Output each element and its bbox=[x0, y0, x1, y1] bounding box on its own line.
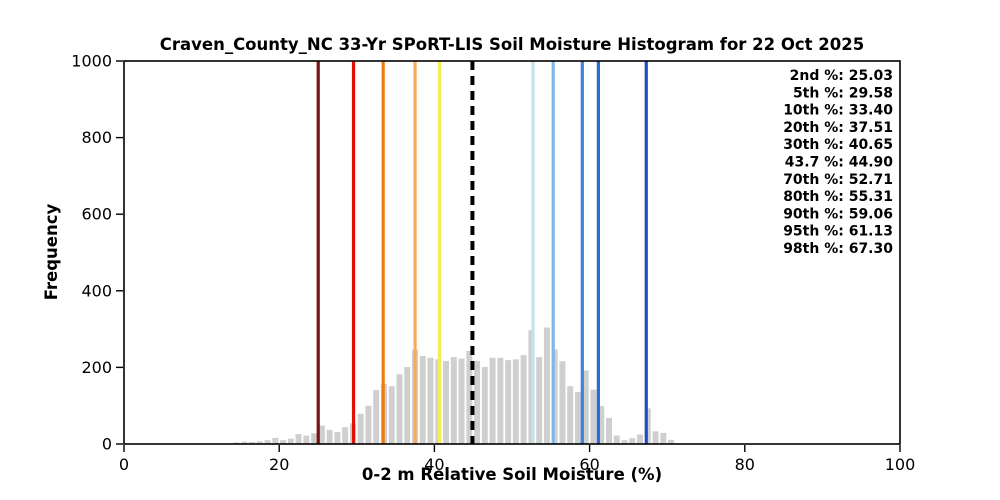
x-axis-label: 0-2 m Relative Soil Moisture (%) bbox=[362, 465, 662, 484]
histogram-bar bbox=[590, 389, 597, 444]
histogram-bar bbox=[621, 440, 628, 444]
legend-entry-30th: 30th %: 40.65 bbox=[783, 137, 893, 153]
histogram-bar bbox=[481, 367, 488, 444]
histogram-bar bbox=[357, 413, 364, 444]
histogram-bar bbox=[520, 355, 527, 444]
histogram-bar bbox=[613, 435, 620, 444]
histogram-bar bbox=[598, 406, 605, 444]
y-axis-label: Frequency bbox=[42, 203, 61, 300]
histogram-bar bbox=[388, 386, 395, 444]
histogram-bar bbox=[536, 357, 543, 444]
histogram-bar bbox=[287, 438, 294, 444]
histogram-bar bbox=[373, 390, 380, 444]
legend-entry-90th: 90th %: 59.06 bbox=[783, 206, 893, 222]
histogram-bar bbox=[334, 432, 341, 444]
percentile-lines bbox=[316, 61, 648, 444]
y-tick-label: 1000 bbox=[71, 52, 112, 71]
histogram-bar bbox=[419, 355, 426, 444]
y-tick-label: 800 bbox=[81, 128, 112, 147]
axes-frame bbox=[123, 60, 901, 445]
histogram-bar bbox=[264, 440, 271, 444]
histogram-bar bbox=[303, 435, 310, 444]
histogram-bar bbox=[427, 357, 434, 444]
histogram-bar bbox=[318, 425, 325, 444]
histogram-bar bbox=[574, 391, 581, 444]
histogram-bar bbox=[311, 433, 318, 444]
legend-entry-43.7: 43.7 %: 44.90 bbox=[785, 155, 893, 171]
x-tick-label: 40 bbox=[424, 455, 444, 474]
legend-entry-5th: 5th %: 29.58 bbox=[793, 85, 893, 101]
histogram-bar bbox=[567, 386, 574, 444]
legend-entry-20th: 20th %: 37.51 bbox=[783, 120, 893, 136]
y-tick-label: 400 bbox=[81, 281, 112, 300]
legend-entry-98th: 98th %: 67.30 bbox=[783, 241, 893, 257]
histogram-bar bbox=[559, 361, 566, 444]
histogram-bar bbox=[606, 417, 612, 444]
legend-entry-70th: 70th %: 52.71 bbox=[783, 172, 893, 188]
histogram-bars bbox=[233, 327, 675, 444]
legend-entry-95th: 95th %: 61.13 bbox=[783, 224, 893, 240]
histogram-bar bbox=[505, 360, 512, 444]
histogram-bar bbox=[295, 434, 302, 444]
y-tick-label: 200 bbox=[81, 358, 112, 377]
histogram-bar bbox=[512, 359, 519, 444]
histogram-bar bbox=[396, 374, 403, 444]
legend-entry-2nd: 2nd %: 25.03 bbox=[790, 68, 893, 84]
histogram-bar bbox=[489, 357, 496, 444]
legend-entry-80th: 80th %: 55.31 bbox=[783, 189, 893, 205]
histogram-bar bbox=[528, 330, 535, 444]
histogram-bar bbox=[474, 360, 481, 444]
x-tick-label: 100 bbox=[885, 455, 916, 474]
histogram-bar bbox=[652, 431, 659, 444]
y-tick-label: 600 bbox=[81, 205, 112, 224]
histogram-bar bbox=[668, 439, 675, 444]
x-tick-label: 0 bbox=[119, 455, 129, 474]
histogram-bar bbox=[543, 327, 550, 444]
plot-border bbox=[123, 60, 901, 445]
histogram-bar bbox=[497, 357, 504, 444]
x-axis-ticks: 0 20 40 60 80 100 bbox=[119, 445, 915, 474]
histogram-bar bbox=[466, 350, 473, 444]
histogram-bar bbox=[280, 440, 287, 444]
histogram-bar bbox=[637, 434, 644, 444]
histogram-bar bbox=[326, 429, 333, 444]
x-tick-label: 20 bbox=[269, 455, 289, 474]
legend-entry-10th: 10th %: 33.40 bbox=[783, 103, 893, 119]
histogram-bar bbox=[450, 357, 457, 444]
histogram-bar bbox=[443, 360, 450, 444]
x-tick-label: 60 bbox=[579, 455, 599, 474]
histogram-bar bbox=[249, 442, 256, 444]
histogram-bar bbox=[342, 427, 349, 444]
histogram-bar bbox=[582, 370, 589, 444]
histogram-bar bbox=[458, 358, 465, 444]
x-tick-label: 80 bbox=[735, 455, 755, 474]
histogram-bar bbox=[241, 441, 248, 444]
histogram-bar bbox=[256, 441, 263, 444]
chart-title: Craven_County_NC 33-Yr SPoRT-LIS Soil Mo… bbox=[160, 35, 864, 54]
y-axis-ticks: 0 200 400 600 800 1000 bbox=[71, 52, 123, 454]
y-tick-label: 0 bbox=[102, 435, 112, 454]
histogram-bar bbox=[629, 438, 636, 444]
histogram-bar bbox=[404, 367, 411, 444]
histogram-bar bbox=[660, 432, 667, 444]
histogram-bar bbox=[272, 437, 279, 444]
histogram-bar bbox=[365, 405, 372, 444]
